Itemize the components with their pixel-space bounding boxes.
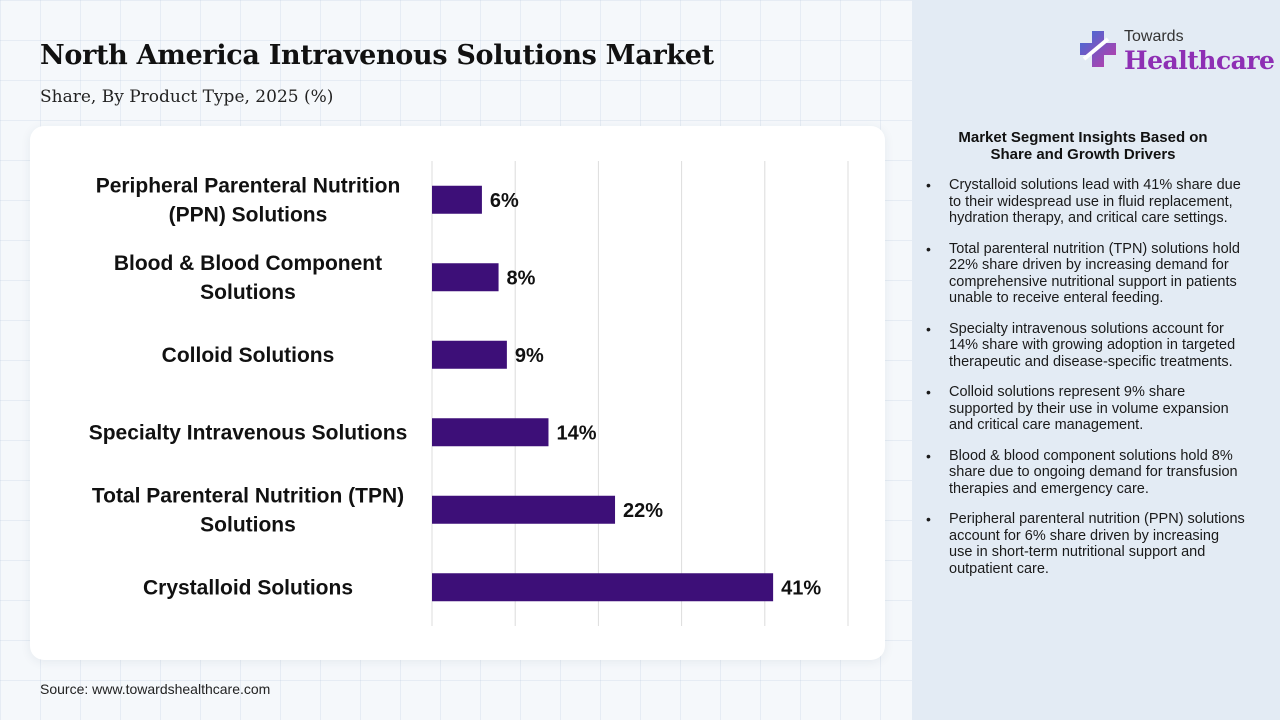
category-label: Total Parenteral Nutrition (TPN) [92, 484, 404, 507]
category-label: Colloid Solutions [162, 344, 335, 367]
insights-list: Crystalloid solutions lead with 41% shar… [926, 177, 1246, 591]
insight-item: Specialty intravenous solutions account … [926, 321, 1246, 371]
towards-healthcare-logo: Towards Healthcare [1078, 27, 1275, 77]
insight-item: Blood & blood component solutions hold 8… [926, 448, 1246, 498]
data-label: 22% [623, 500, 663, 522]
insight-item: Colloid solutions represent 9% share sup… [926, 384, 1246, 434]
chart-card: 6% Peripheral Parenteral Nutrition (PPN) S… [30, 126, 885, 660]
insights-title: Market Segment Insights Based on Share a… [926, 129, 1240, 163]
insight-item: Total parenteral nutrition (TPN) solutio… [926, 241, 1246, 307]
category-label: Solutions [200, 513, 296, 536]
bar [432, 185, 482, 214]
data-label: 6% [490, 190, 519, 212]
logo-top-text: Towards [1124, 28, 1184, 45]
chart-subtitle: Share, By Product Type, 2025 (%) [40, 87, 334, 107]
insight-item: Peripheral parenteral nutrition (PPN) so… [926, 511, 1246, 577]
insights-title-line: Share and Growth Drivers [990, 146, 1176, 163]
data-label: 14% [556, 422, 596, 444]
category-label: Specialty Intravenous Solutions [89, 421, 408, 444]
category-label: Solutions [200, 281, 296, 304]
data-label: 8% [507, 267, 536, 289]
category-label: Crystalloid Solutions [143, 576, 353, 599]
logo-main-text: Healthcare [1124, 46, 1275, 75]
bar [432, 340, 507, 369]
chart-title: North America Intravenous Solutions Mark… [40, 40, 714, 71]
source-note: Source: www.towardshealthcare.com [40, 681, 271, 697]
category-label: (PPN) Solutions [169, 203, 328, 226]
bar [432, 418, 549, 447]
medical-cross-icon [1080, 31, 1116, 67]
data-label: 41% [781, 577, 821, 599]
bar-chart: 6% Peripheral Parenteral Nutrition (PPN) S… [89, 161, 849, 626]
insight-item: Crystalloid solutions lead with 41% shar… [926, 177, 1246, 227]
bar [432, 263, 499, 292]
data-label: 9% [515, 345, 544, 367]
bar [432, 495, 616, 524]
category-label: Peripheral Parenteral Nutrition [96, 174, 401, 197]
category-label: Blood & Blood Component [114, 252, 382, 275]
insights-title-line: Market Segment Insights Based on [958, 129, 1208, 146]
bar [432, 573, 774, 602]
